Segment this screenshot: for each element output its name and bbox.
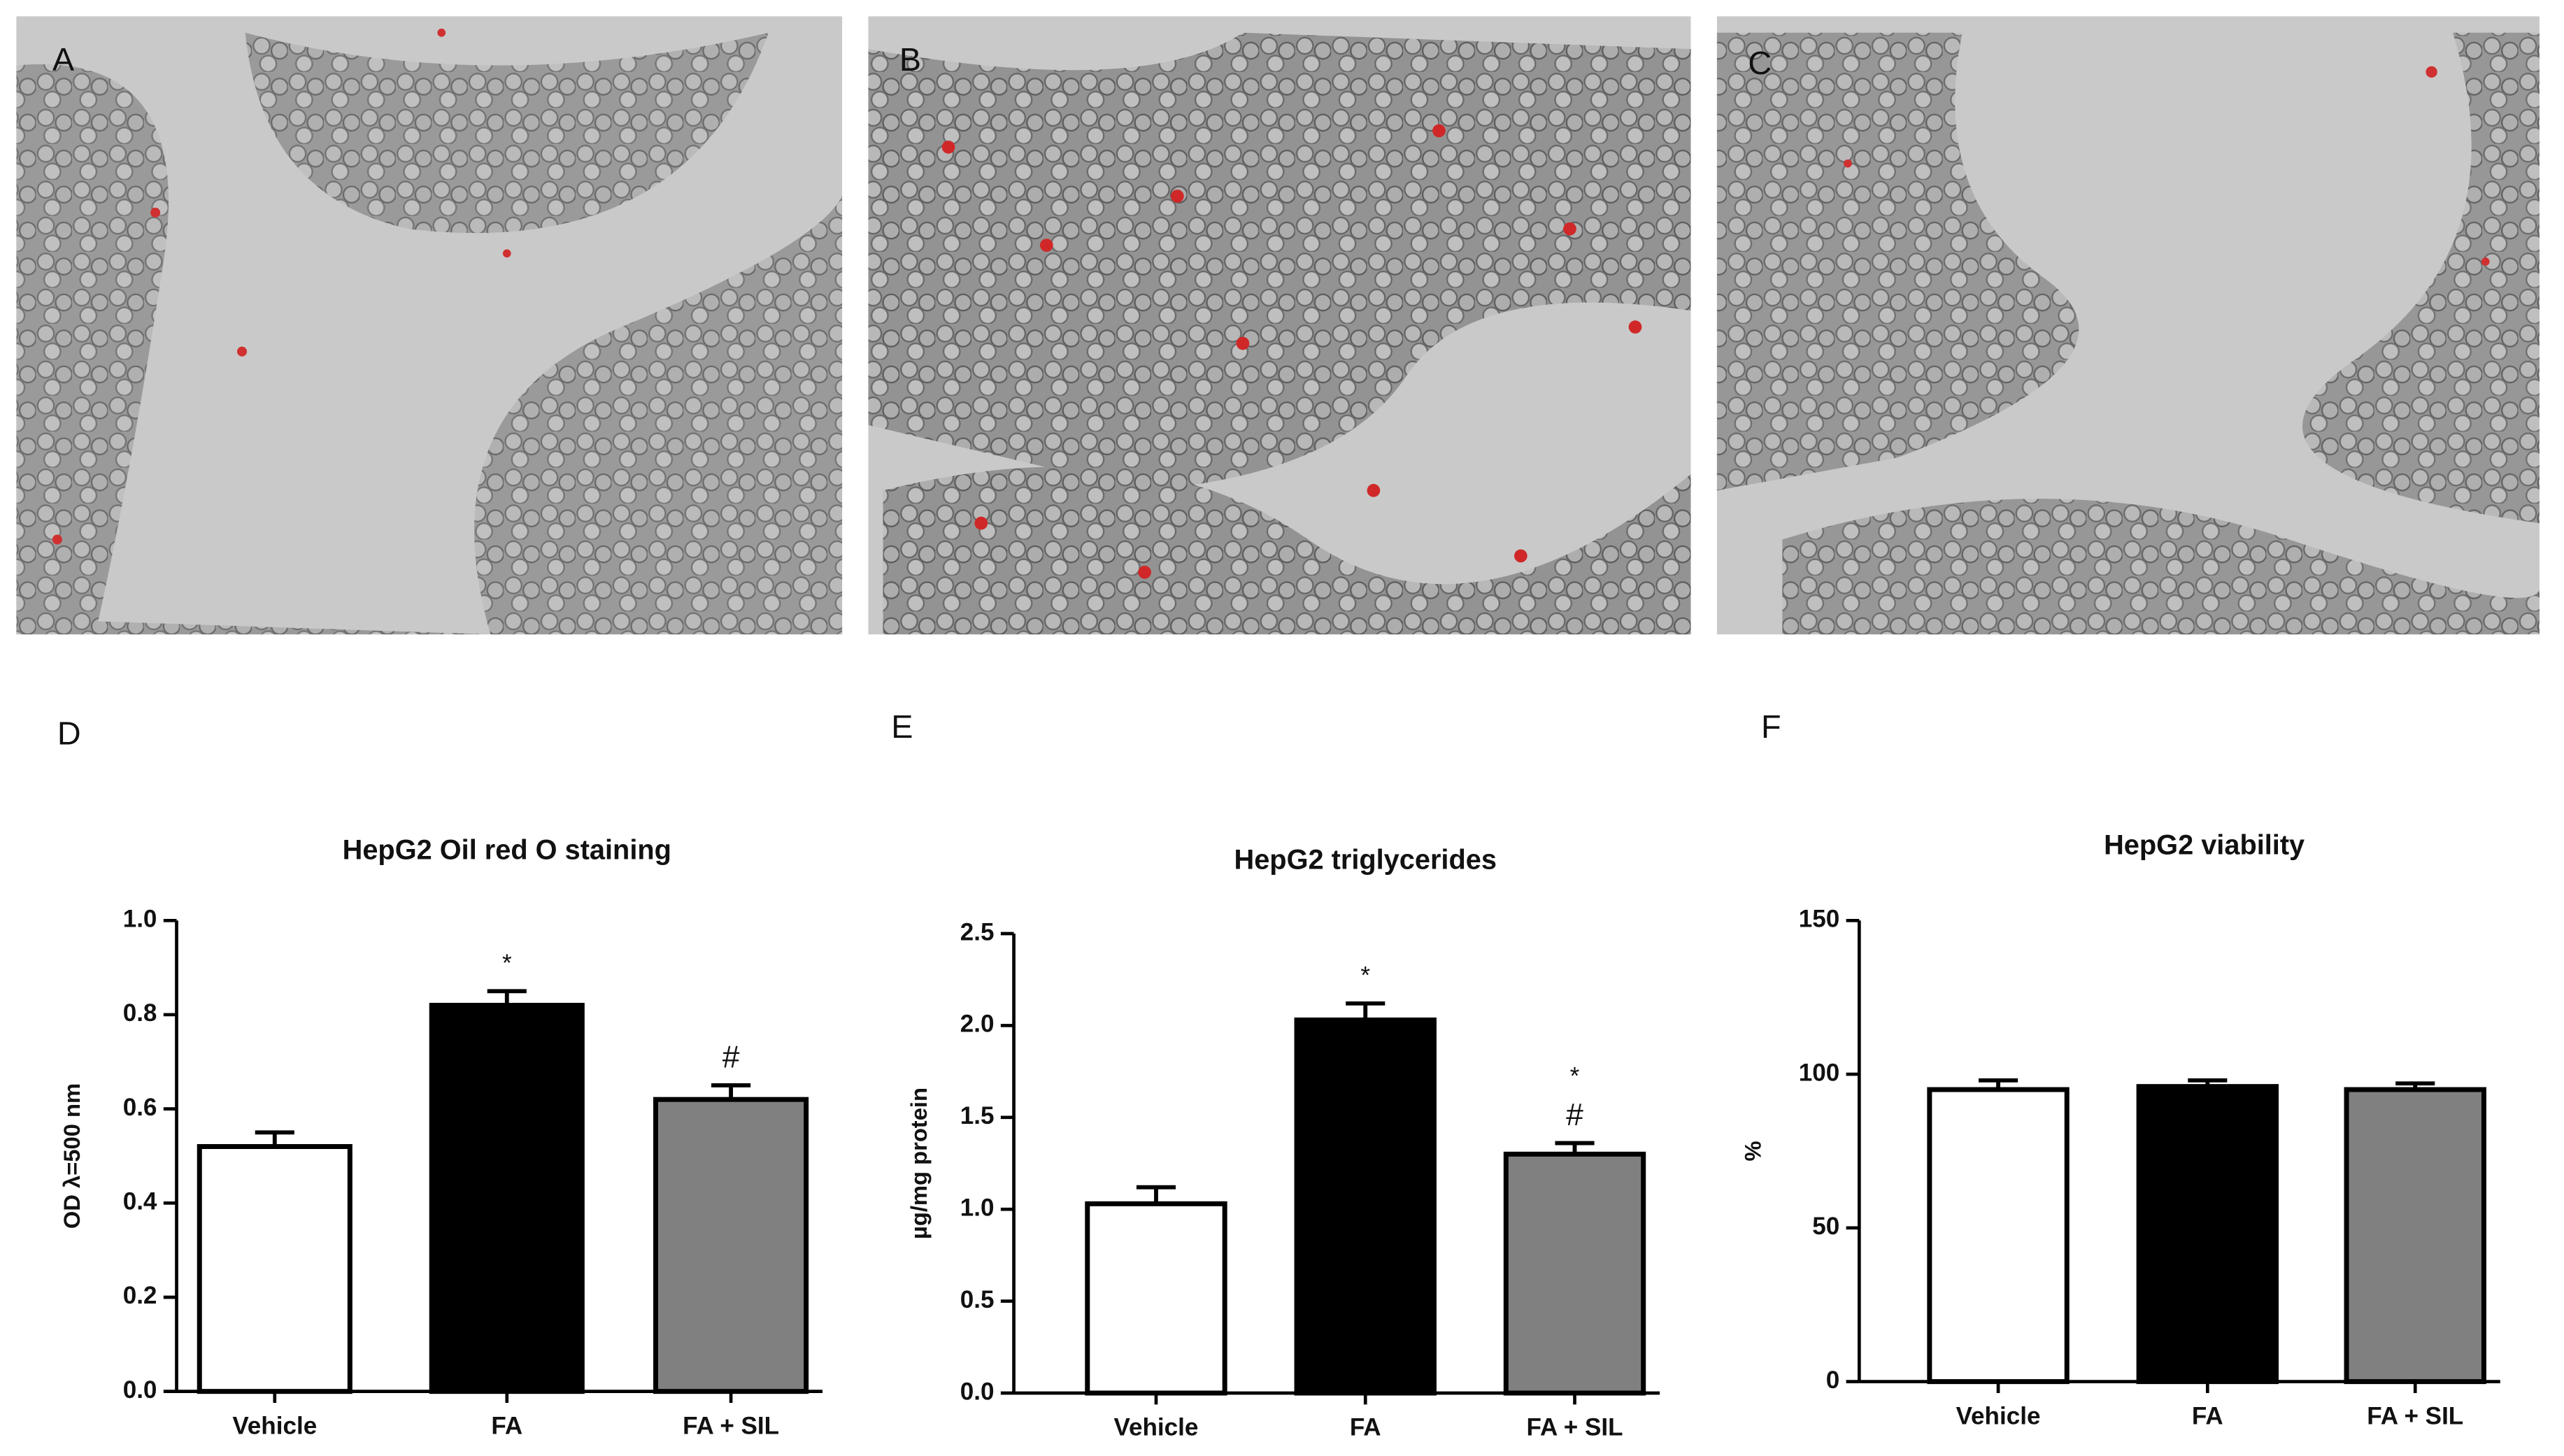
significance-mark: * — [1570, 1062, 1580, 1090]
bar — [429, 1002, 585, 1394]
micrograph-c — [1716, 16, 2540, 635]
panel-label: F — [1761, 708, 1781, 745]
y-tick-label: 0.5 — [960, 1286, 995, 1313]
micrograph-b — [868, 16, 1691, 635]
y-tick-label: 1.5 — [960, 1102, 995, 1129]
significance-mark: * — [1360, 962, 1370, 990]
y-tick-label: 0 — [1826, 1366, 1840, 1394]
significance-mark: * — [502, 950, 512, 977]
x-tick-label: FA — [491, 1412, 522, 1439]
y-tick-label: 0.6 — [123, 1094, 157, 1121]
x-tick-label: Vehicle — [232, 1412, 317, 1439]
chart-title: HepG2 Oil red O staining — [343, 835, 671, 866]
y-tick-label: 0.0 — [123, 1376, 157, 1404]
y-tick-label: 2.0 — [960, 1011, 995, 1038]
y-tick-label: 50 — [1812, 1213, 1839, 1240]
y-tick-label: 0.0 — [960, 1378, 995, 1405]
y-axis-label: % — [1739, 1141, 1765, 1161]
y-tick-label: 1.0 — [960, 1194, 995, 1221]
bar — [1294, 1018, 1437, 1396]
y-tick-label: 1.0 — [123, 906, 157, 933]
bar — [653, 1097, 809, 1394]
panel-label: A — [52, 41, 75, 78]
x-tick-label: FA + SIL — [683, 1412, 779, 1439]
x-tick-label: FA + SIL — [1526, 1414, 1623, 1441]
bar — [2344, 1087, 2486, 1385]
bar — [1085, 1201, 1227, 1396]
x-tick-label: Vehicle — [1956, 1402, 2041, 1429]
bar — [197, 1144, 352, 1394]
bar — [1927, 1087, 2070, 1385]
y-axis-label: µg/mg protein — [906, 1087, 932, 1239]
x-tick-label: FA + SIL — [2367, 1402, 2463, 1429]
x-tick-label: FA — [1350, 1414, 1381, 1441]
panel-label: D — [57, 715, 81, 751]
bar — [1503, 1151, 1646, 1396]
y-tick-label: 2.5 — [960, 918, 995, 945]
y-tick-label: 0.4 — [123, 1188, 157, 1215]
y-tick-label: 0.2 — [123, 1282, 157, 1309]
panel-label: E — [891, 708, 913, 745]
panel-label: B — [899, 41, 921, 78]
y-tick-label: 0.8 — [123, 999, 157, 1027]
panel-label: C — [1748, 45, 1772, 81]
x-tick-label: FA — [2192, 1402, 2223, 1429]
chart-title: HepG2 triglycerides — [1234, 845, 1497, 876]
significance-mark: # — [1566, 1098, 1583, 1132]
significance-mark: # — [722, 1040, 740, 1074]
x-tick-label: Vehicle — [1114, 1414, 1199, 1441]
y-tick-label: 150 — [1799, 906, 1840, 933]
bar — [2136, 1084, 2279, 1385]
y-tick-label: 100 — [1799, 1059, 1840, 1086]
micrograph-a — [16, 16, 843, 635]
chart-title: HepG2 viability — [2104, 830, 2305, 861]
y-axis-label: OD λ=500 nm — [59, 1083, 85, 1229]
